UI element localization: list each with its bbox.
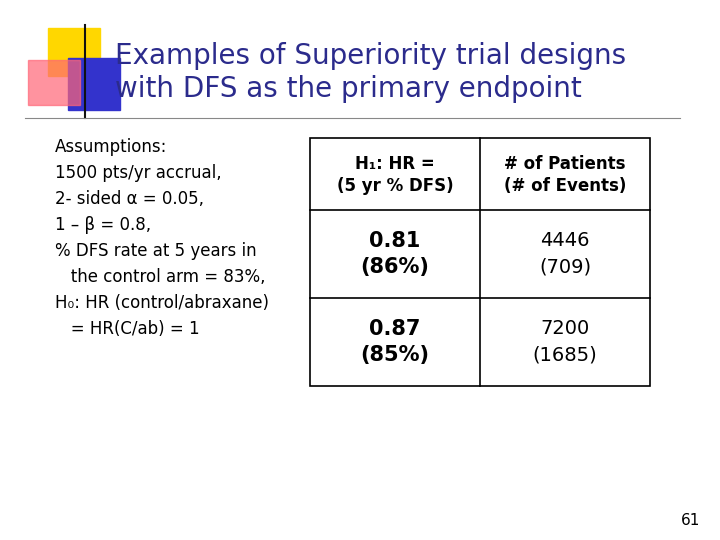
Text: 0.87: 0.87: [369, 319, 420, 339]
Text: (# of Events): (# of Events): [504, 177, 626, 195]
Text: = HR(C/ab) = 1: = HR(C/ab) = 1: [55, 320, 199, 338]
Text: 61: 61: [680, 513, 700, 528]
Text: 1 – β = 0.8,: 1 – β = 0.8,: [55, 216, 151, 234]
Text: (5 yr % DFS): (5 yr % DFS): [337, 177, 454, 195]
Text: the control arm = 83%,: the control arm = 83%,: [55, 268, 266, 286]
Text: (86%): (86%): [361, 257, 429, 277]
Text: H₀: HR (control/abraxane): H₀: HR (control/abraxane): [55, 294, 269, 312]
Bar: [310, 138, 650, 386]
Text: (709): (709): [539, 258, 591, 276]
Text: 7200: 7200: [541, 320, 590, 339]
Text: H₁: HR =: H₁: HR =: [355, 155, 435, 173]
Text: Examples of Superiority trial designs: Examples of Superiority trial designs: [115, 42, 626, 70]
Text: 2- sided α = 0.05,: 2- sided α = 0.05,: [55, 190, 204, 208]
Text: Assumptions:: Assumptions:: [55, 138, 167, 156]
Text: 4446: 4446: [540, 232, 590, 251]
Bar: [68, 58, 120, 110]
Bar: [28, 60, 80, 105]
Text: with DFS as the primary endpoint: with DFS as the primary endpoint: [115, 75, 582, 103]
Text: % DFS rate at 5 years in: % DFS rate at 5 years in: [55, 242, 256, 260]
Text: 1500 pts/yr accrual,: 1500 pts/yr accrual,: [55, 164, 222, 182]
Text: 0.81: 0.81: [369, 231, 420, 251]
Text: # of Patients: # of Patients: [504, 155, 626, 173]
Text: (1685): (1685): [533, 346, 598, 365]
Text: (85%): (85%): [361, 345, 430, 365]
Bar: [48, 28, 100, 76]
